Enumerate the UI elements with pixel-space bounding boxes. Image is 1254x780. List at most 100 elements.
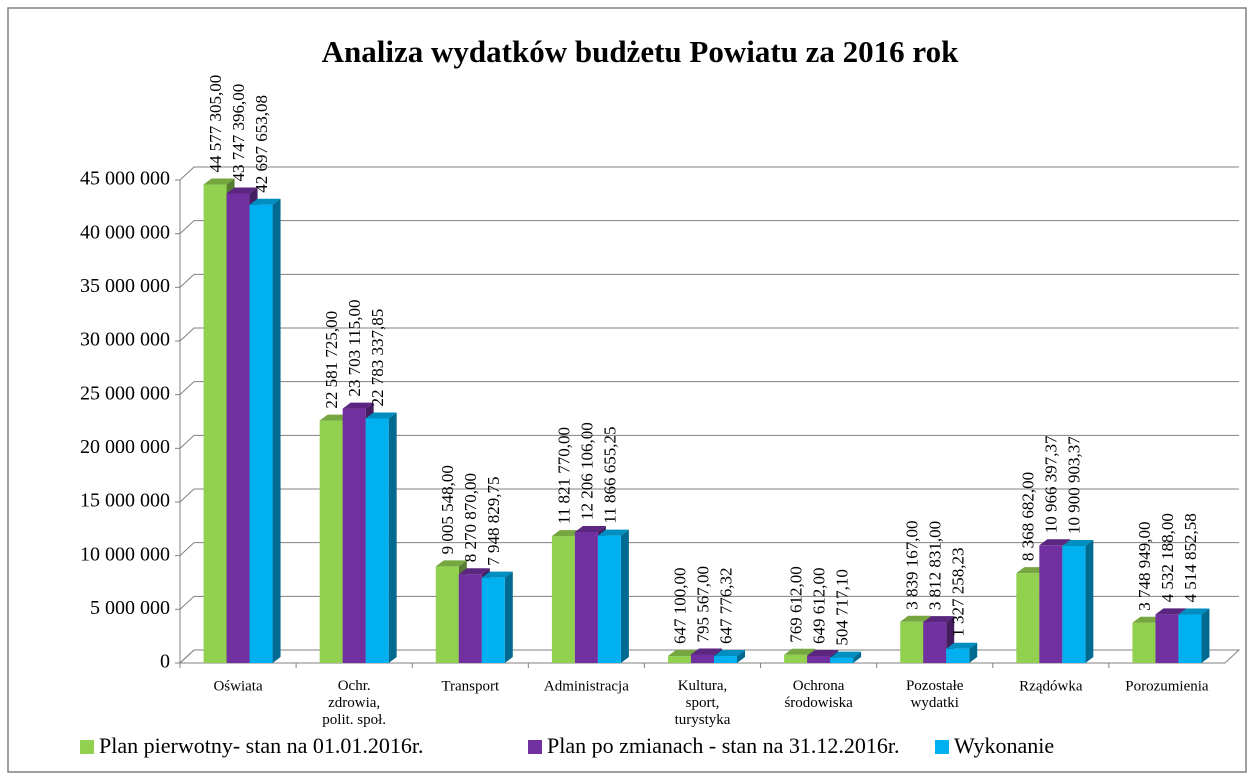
bar-top: [807, 650, 839, 657]
grid-line: [179, 434, 1239, 449]
bar-top: [1178, 608, 1210, 615]
value-label: 11 866 655,25: [600, 427, 619, 524]
grid-line: [179, 649, 1239, 664]
y-tick-label: 30 000 000: [80, 329, 170, 351]
bar: [458, 574, 482, 663]
y-tick-label: 15 000 000: [80, 490, 170, 512]
bar: [900, 621, 924, 663]
value-label: 11 821 770,00: [554, 427, 573, 524]
bar-side: [969, 642, 978, 663]
value-label: 22 581 725,00: [322, 311, 341, 409]
legend-label: Plan pierwotny- stan na 01.01.2016r.: [99, 733, 423, 758]
bar: [551, 536, 575, 663]
y-tick-label: 35 000 000: [80, 275, 170, 297]
grid-line: [179, 273, 1239, 288]
bar: [714, 656, 737, 663]
value-label: 647 100,00: [670, 568, 689, 645]
bar-top: [900, 615, 932, 622]
x-tick-label: Porozumienia: [1125, 678, 1209, 694]
value-label: 3 748 949,00: [1135, 522, 1154, 611]
bar: [830, 657, 854, 663]
value-label: 10 966 397,37: [1042, 435, 1061, 533]
bar: [1178, 614, 1202, 663]
bar-top: [946, 642, 978, 649]
bar-side: [853, 651, 862, 663]
bar: [807, 656, 831, 663]
value-label: 12 206 106,00: [577, 422, 596, 520]
bar-side: [620, 529, 629, 663]
bar-top: [784, 648, 816, 655]
bar-top: [481, 571, 513, 578]
value-label: 647 776,32: [716, 568, 735, 645]
grid-line: [179, 381, 1239, 396]
value-label: 769 612,00: [787, 566, 806, 643]
bar-side: [1085, 539, 1094, 663]
grid-line: [179, 488, 1239, 503]
y-tick-label: 5 000 000: [90, 597, 170, 619]
grid-line: [179, 542, 1239, 557]
x-tick-label: Administracja: [544, 678, 629, 694]
bar-top: [435, 560, 467, 567]
value-label: 3 839 167,00: [903, 521, 922, 610]
bar: [784, 654, 808, 663]
bar-side: [272, 198, 281, 663]
chart-title: Analiza wydatków budżetu Powiatu za 2016…: [322, 34, 959, 69]
bar-top: [365, 412, 397, 419]
value-label: 8 270 870,00: [461, 473, 480, 562]
value-label: 504 717,10: [833, 569, 852, 646]
bar: [668, 656, 691, 663]
x-tick-label: Ochrona środowiska: [784, 678, 853, 711]
bar: [691, 654, 714, 663]
bar: [574, 531, 598, 663]
bar: [946, 648, 970, 663]
bar: [923, 622, 947, 663]
bar-top: [226, 187, 258, 194]
legend-swatch: [935, 740, 949, 754]
value-label: 42 697 653,08: [252, 95, 271, 193]
bar: [1039, 545, 1063, 663]
bar-side: [504, 571, 513, 663]
y-tick-label: 20 000 000: [80, 436, 170, 458]
bar: [319, 420, 343, 663]
bar: [226, 193, 250, 663]
bar-top: [342, 402, 374, 409]
bar: [1132, 622, 1156, 663]
bar: [342, 408, 366, 663]
bar: [203, 184, 227, 663]
value-label: 4 514 852,58: [1181, 513, 1200, 602]
bar-side: [388, 412, 397, 663]
value-label: 649 612,00: [810, 568, 829, 645]
y-tick-label: 0: [160, 651, 170, 673]
value-label: 9 005 548,00: [438, 465, 457, 554]
value-label: 1 327 258,23: [949, 548, 968, 637]
value-label: 795 567,00: [693, 566, 712, 643]
y-tick-label: 40 000 000: [80, 221, 170, 243]
bar: [435, 566, 459, 663]
value-label: 44 577 305,00: [206, 75, 225, 173]
value-label: 3 812 831,00: [926, 521, 945, 610]
bar: [1016, 573, 1040, 663]
grid-line: [179, 220, 1239, 235]
value-label: 4 532 188,00: [1158, 513, 1177, 602]
x-tick-label: Oświata: [213, 678, 262, 694]
legend-swatch: [528, 740, 542, 754]
legend-label: Wykonanie: [954, 733, 1054, 758]
bar-top: [923, 616, 955, 623]
grid-line: [179, 595, 1239, 610]
bar: [481, 577, 505, 663]
bar-side: [737, 650, 745, 663]
x-tick-label: Kultura, sport, turystyka: [675, 678, 731, 728]
grid-line: [179, 166, 1239, 181]
value-label: 8 368 682,00: [1019, 472, 1038, 561]
x-tick-label: Ochr. zdrowia, polit. społ.: [322, 678, 386, 728]
y-tick-label: 45 000 000: [80, 168, 170, 190]
legend-swatch: [80, 740, 94, 754]
bar-top: [714, 650, 745, 657]
grid-line: [179, 327, 1239, 342]
bar-side: [1201, 608, 1210, 663]
bar-top: [458, 568, 490, 575]
bar: [1062, 545, 1086, 663]
legend-label: Plan po zmianach - stan na 31.12.2016r.: [547, 733, 900, 758]
bar-top: [249, 198, 281, 205]
